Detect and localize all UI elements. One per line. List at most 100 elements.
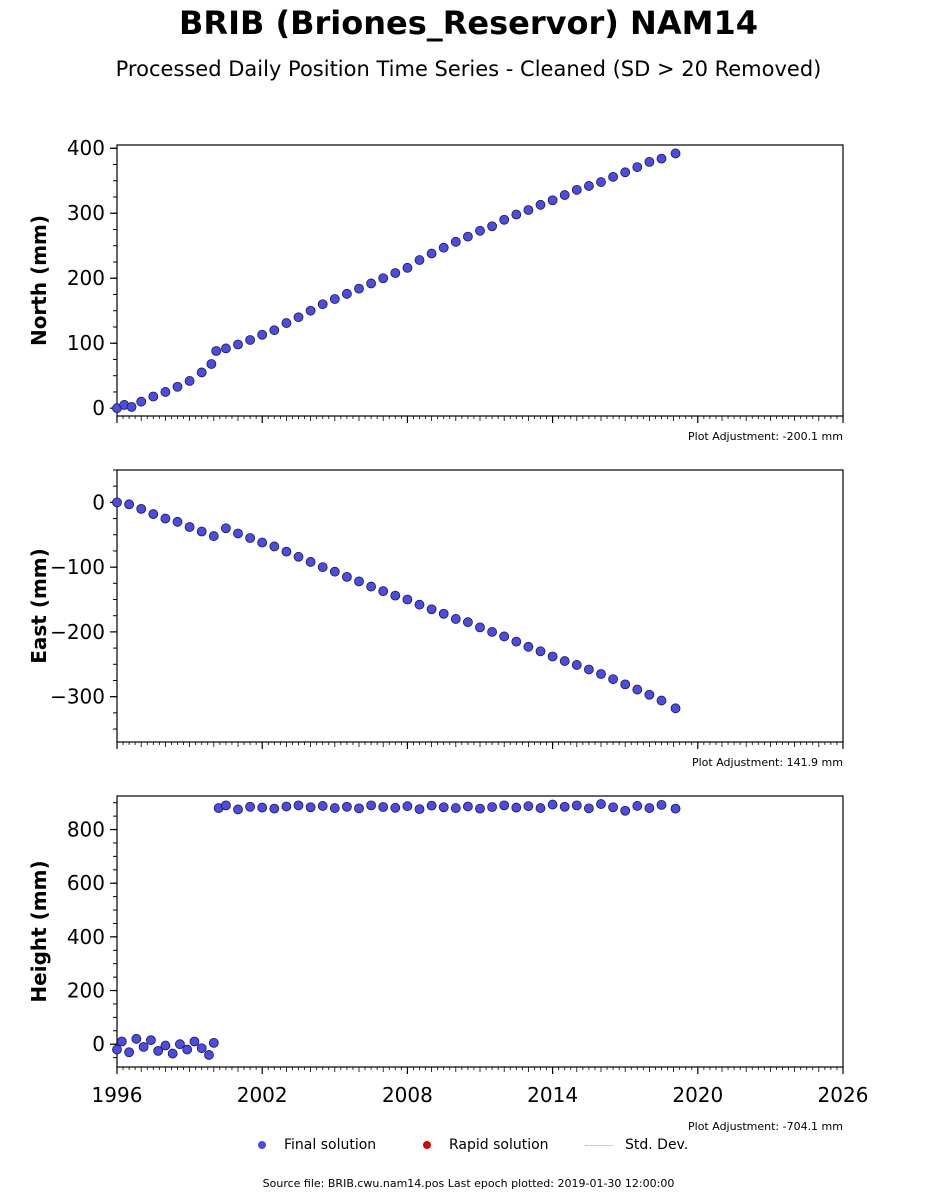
data-point xyxy=(499,800,510,811)
data-point xyxy=(414,804,425,815)
data-point xyxy=(233,804,243,815)
data-point xyxy=(208,531,219,541)
data-point xyxy=(172,381,183,392)
data-point xyxy=(196,526,207,537)
data-point xyxy=(608,171,618,182)
y-tick-label: 400 xyxy=(67,136,105,160)
data-point xyxy=(438,802,449,813)
legend-rapid: Rapid solution xyxy=(423,1137,549,1153)
data-point xyxy=(511,802,522,813)
data-point xyxy=(366,581,377,592)
data-point xyxy=(160,1040,171,1051)
data-point xyxy=(632,801,643,811)
data-point xyxy=(281,318,292,328)
data-point xyxy=(511,636,522,647)
y-tick-label: 600 xyxy=(67,871,105,895)
data-point xyxy=(281,801,292,812)
y-tick-label: −300 xyxy=(50,685,105,709)
data-point xyxy=(426,800,437,811)
data-point xyxy=(475,622,485,633)
data-point xyxy=(656,153,667,164)
data-point xyxy=(535,803,546,813)
data-point xyxy=(305,305,316,316)
data-point xyxy=(596,669,606,679)
data-point xyxy=(269,541,280,552)
data-point xyxy=(257,802,268,813)
data-point xyxy=(414,255,425,265)
data-point xyxy=(138,1041,149,1052)
data-point xyxy=(354,283,364,294)
data-point xyxy=(414,599,425,610)
data-point xyxy=(547,195,558,206)
data-point xyxy=(329,294,340,304)
x-tick-label: 2008 xyxy=(382,1083,433,1107)
x-tick-label: 2002 xyxy=(237,1083,288,1107)
data-point xyxy=(124,499,135,510)
data-point xyxy=(523,641,534,652)
data-point xyxy=(608,674,618,685)
data-point xyxy=(245,801,256,812)
data-point xyxy=(293,551,304,562)
source-footer: Source file: BRIB.cwu.nam14.pos Last epo… xyxy=(262,1177,675,1190)
data-point xyxy=(584,664,594,675)
data-point xyxy=(257,329,268,340)
data-point xyxy=(559,190,570,200)
data-point xyxy=(584,803,594,814)
data-point xyxy=(378,802,389,812)
data-point xyxy=(487,627,498,637)
data-point xyxy=(670,148,681,159)
data-point xyxy=(220,800,231,811)
chart-subtitle: Processed Daily Position Time Series - C… xyxy=(115,57,822,81)
data-point xyxy=(547,799,558,810)
data-point xyxy=(189,1036,200,1047)
legend-final-label: Final solution xyxy=(284,1137,377,1153)
data-point xyxy=(317,299,328,310)
plot-frame xyxy=(116,795,844,1068)
data-point xyxy=(644,803,655,813)
data-point xyxy=(317,801,328,811)
data-point xyxy=(131,1033,142,1044)
data-point xyxy=(438,608,449,619)
data-point xyxy=(402,262,413,273)
data-point xyxy=(620,805,631,816)
data-point xyxy=(535,646,546,657)
data-point xyxy=(426,248,437,259)
x-tick-label: 2026 xyxy=(818,1083,869,1107)
data-point xyxy=(112,1044,122,1055)
y-axis-label: Height (mm) xyxy=(27,860,51,1002)
data-point xyxy=(402,594,413,605)
data-point xyxy=(126,402,137,412)
data-point xyxy=(608,802,618,813)
data-point xyxy=(206,359,217,369)
x-tick-label: 1996 xyxy=(92,1083,143,1107)
data-point xyxy=(571,184,582,195)
y-tick-label: 100 xyxy=(67,331,105,355)
y-tick-label: 400 xyxy=(67,925,105,949)
data-point xyxy=(656,695,667,706)
data-point xyxy=(571,660,582,670)
data-point xyxy=(596,799,606,809)
data-point xyxy=(366,278,377,289)
data-point xyxy=(305,557,316,567)
y-tick-label: −200 xyxy=(50,620,105,644)
y-tick-label: 0 xyxy=(92,1032,105,1056)
legend-std-line xyxy=(585,1144,613,1146)
data-point xyxy=(559,801,570,812)
data-point xyxy=(475,803,485,814)
y-tick-label: 300 xyxy=(67,201,105,225)
y-tick-label: 200 xyxy=(67,266,105,290)
data-point xyxy=(329,566,340,577)
data-point xyxy=(584,181,594,191)
data-point xyxy=(559,656,570,666)
data-point xyxy=(269,803,280,814)
data-point xyxy=(204,1050,214,1060)
data-point xyxy=(656,799,667,810)
plot-adjustment-label: Plot Adjustment: -704.1 mm xyxy=(688,1120,843,1133)
legend: Final solution Rapid solution Std. Dev. xyxy=(0,1137,937,1157)
data-point xyxy=(341,571,352,582)
data-point xyxy=(390,802,401,813)
data-point xyxy=(317,562,328,573)
data-point xyxy=(462,231,473,242)
y-tick-label: 0 xyxy=(92,396,105,420)
